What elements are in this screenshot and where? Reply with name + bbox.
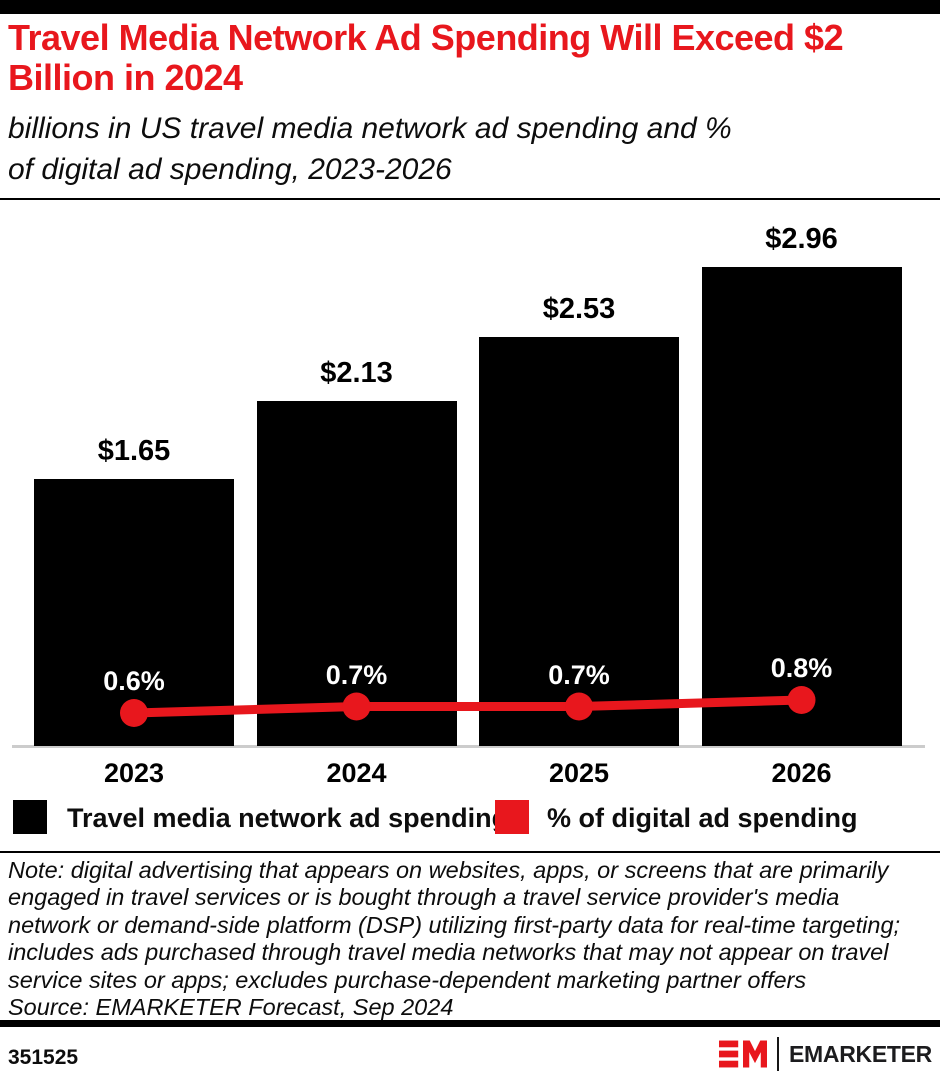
bar-value-label-2025: $2.53 [542,293,616,325]
footnote-text: Note: digital advertising that appears o… [8,857,901,993]
line-value-label-2024: 0.7% [325,659,388,690]
line-value-label-2023: 0.6% [103,666,165,696]
emarketer-logo: EMARKETER [719,1036,932,1072]
footer-divider [0,1020,940,1027]
emarketer-wordmark: EMARKETER [789,1040,932,1067]
chart-id: 351525 [8,1046,79,1069]
line-value-label-2025: 0.7% [548,659,610,690]
bar-value-label-2023: $1.65 [97,435,171,467]
legend-swatch-bar-series [13,800,47,834]
bar-2024 [256,401,457,746]
top-accent-bar [0,0,940,14]
legend-label-bar-series: Travel media network ad spending [67,803,509,833]
chart-title: Travel Media Network Ad Spending Will Ex… [8,17,844,98]
legend-label-line-series: % of digital ad spending [547,803,858,833]
x-axis-baseline [12,745,925,748]
x-axis-label-2023: 2023 [103,758,165,788]
chart-subtitle: billions in US travel media network ad s… [8,112,732,186]
x-axis-label-2026: 2026 [771,758,832,788]
logo-divider [777,1037,780,1071]
chart-legend: Travel media network ad spending % of di… [0,798,940,838]
bar-2026 [701,267,902,746]
x-axis-label-2025: 2025 [548,758,610,788]
line-value-label-2026: 0.8% [770,653,833,683]
combo-chart-plot-area: $1.65 0.6% 2023 $2.13 0.7% 2024 $2.53 0.7% 2025 $… [0,200,940,800]
bar-value-label-2026: $2.96 [765,223,838,255]
bar-value-label-2024: $2.13 [320,357,393,389]
x-axis-label-2024: 2024 [326,758,387,788]
bar-2025 [479,337,679,746]
source-text: Source: EMARKETER Forecast, Sep 2024 [8,994,454,1020]
legend-swatch-line-series [495,800,529,834]
header-divider [0,198,940,200]
emarketer-monogram-icon [719,1040,768,1068]
bar-2023 [34,479,234,746]
footnote-divider [0,851,940,853]
